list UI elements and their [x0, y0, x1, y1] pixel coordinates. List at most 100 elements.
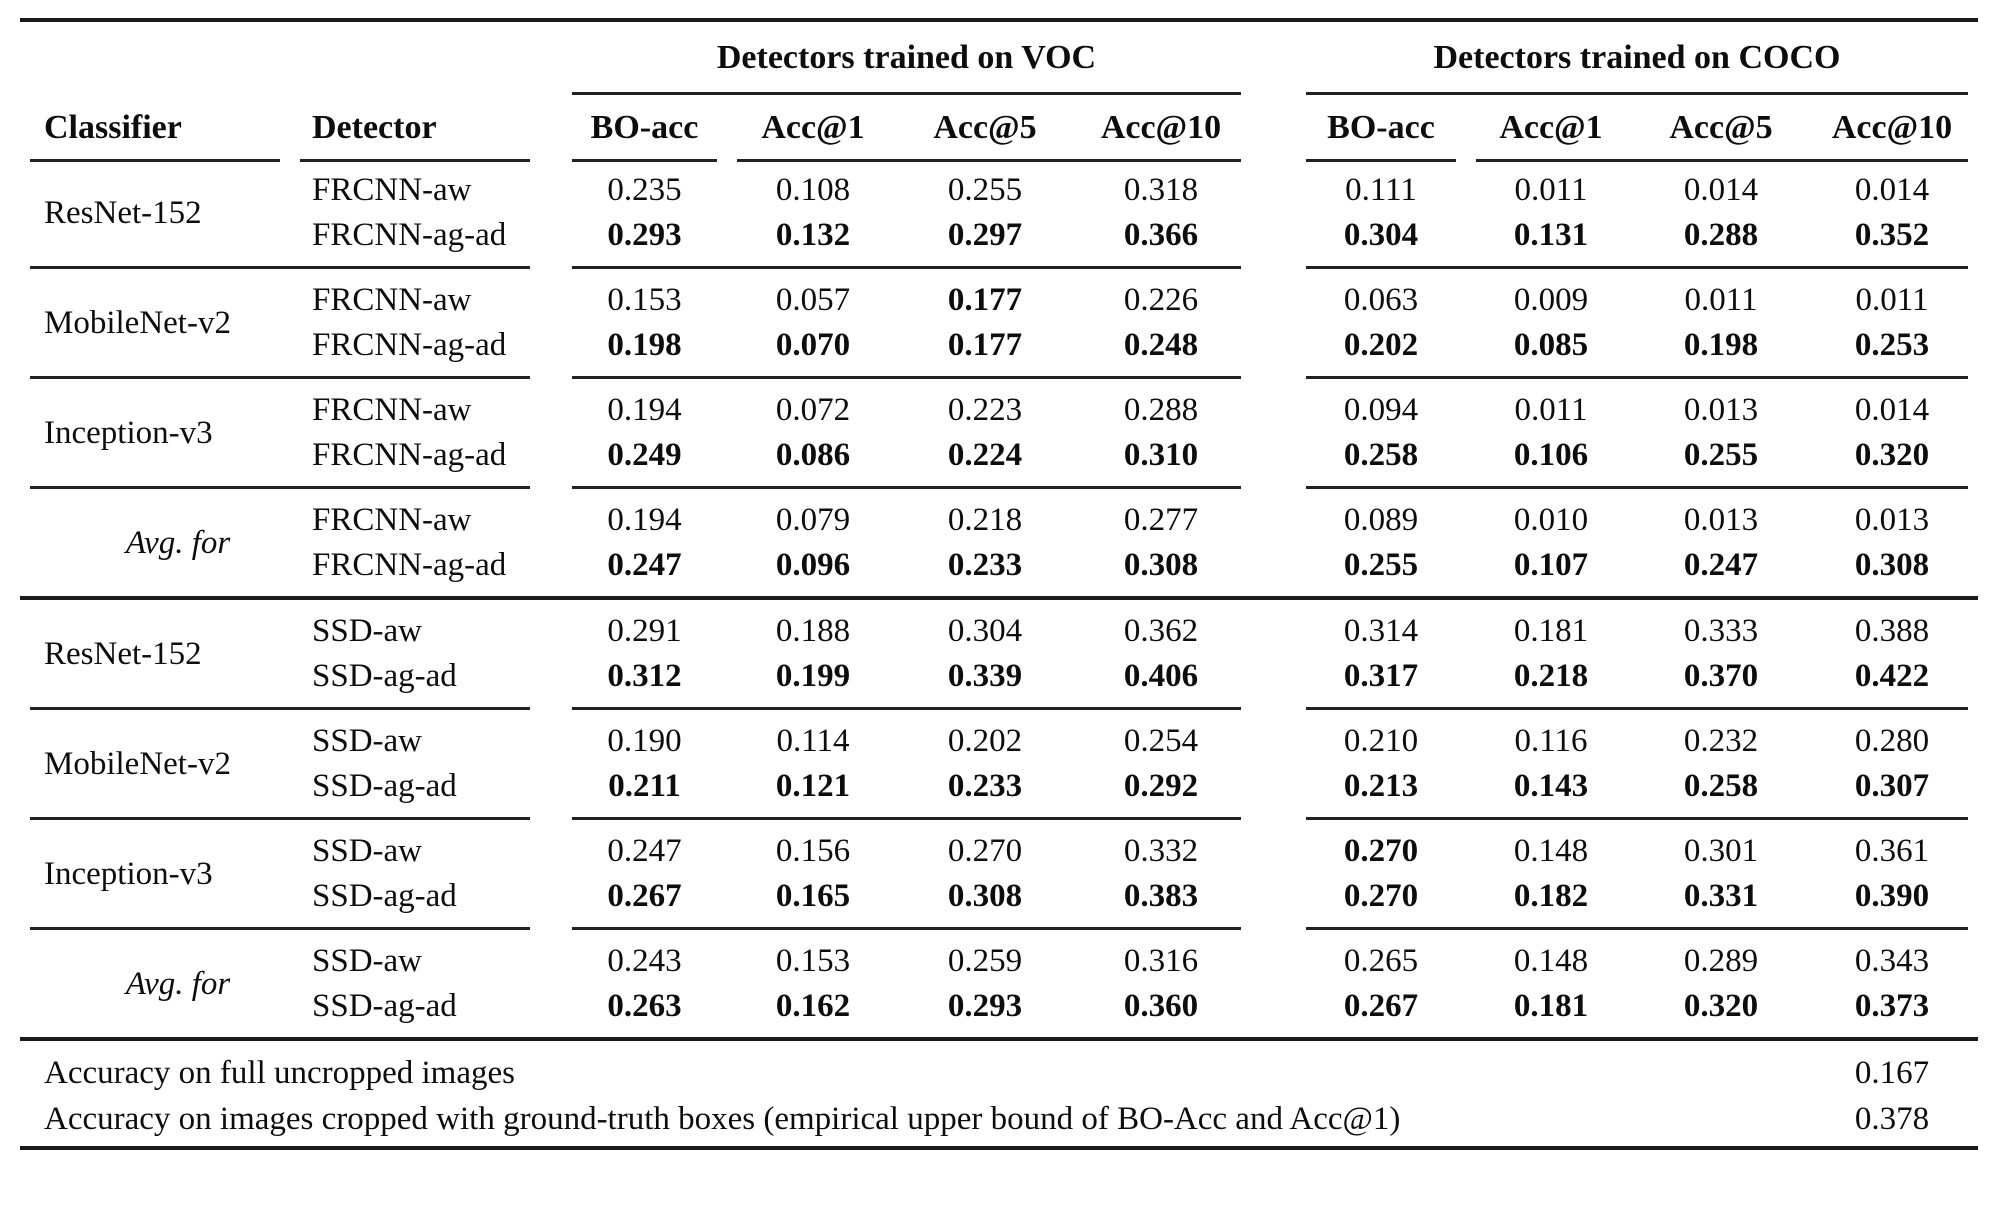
metric-cell: 0.255 [1343, 547, 1419, 583]
metric-cell: 0.107 [1513, 547, 1589, 583]
rule [572, 817, 1241, 820]
metric-cell: 0.249 [607, 437, 682, 473]
footer-value: 0.167 [1854, 1055, 1930, 1091]
detector-cell: SSD-aw [312, 833, 423, 869]
voc-group-header: Detectors trained on VOC [716, 39, 1097, 76]
metric-cell: 0.258 [1683, 768, 1759, 804]
spacer [1251, 984, 1296, 1029]
spacer [1251, 543, 1296, 588]
metric-cell: 0.181 [1513, 613, 1589, 649]
metric-cell: 0.388 [1854, 613, 1930, 649]
detector-cell: FRCNN-aw [312, 502, 472, 538]
spacer [1251, 278, 1296, 323]
metric-cell: 0.308 [1123, 547, 1199, 583]
detector-cell: SSD-aw [312, 613, 423, 649]
metric-cell: 0.270 [1343, 878, 1419, 914]
rule [300, 159, 530, 162]
spacer [540, 213, 562, 258]
spacer [1251, 433, 1296, 478]
pre-footer-rule-row [20, 1029, 1978, 1050]
metric-cell: 0.293 [947, 988, 1023, 1024]
metric-cell: 0.247 [1683, 547, 1759, 583]
bottom-rule-row [20, 1142, 1978, 1156]
rule [20, 18, 1978, 22]
metric-cell: 0.352 [1854, 217, 1930, 253]
table-row: ResNet-152 SSD-aw 0.291 0.188 0.304 0.36… [20, 609, 1978, 672]
spacer [540, 874, 562, 919]
metric-cell: 0.339 [947, 658, 1023, 694]
rule [1306, 927, 1968, 930]
metric-cell: 0.361 [1854, 833, 1930, 869]
rule [572, 927, 1241, 930]
metric-cell: 0.289 [1683, 943, 1759, 979]
metric-cell: 0.210 [1343, 723, 1419, 759]
spacer [1251, 829, 1296, 874]
spacer [1251, 609, 1296, 654]
table-row: MobileNet-v2 SSD-aw 0.190 0.114 0.202 0.… [20, 719, 1978, 782]
metric-cell: 0.131 [1513, 217, 1589, 253]
spacer [540, 28, 562, 88]
detector-cell: SSD-aw [312, 943, 423, 979]
rule [30, 376, 530, 379]
spacer [1251, 28, 1296, 88]
footer-value: 0.378 [1854, 1101, 1930, 1137]
classifier-cell: Inception-v3 [44, 855, 213, 892]
metric-cell: 0.177 [947, 282, 1023, 318]
metric-cell: 0.422 [1854, 658, 1930, 694]
metric-cell: 0.094 [1343, 392, 1419, 428]
metric-cell: 0.224 [947, 437, 1023, 473]
results-table: Detectors trained on VOC Detectors train… [20, 14, 1978, 1156]
detector-cell: SSD-ag-ad [312, 878, 457, 914]
spacer [1251, 654, 1296, 699]
metric-cell: 0.362 [1123, 613, 1199, 649]
metric-cell: 0.243 [607, 943, 682, 979]
coco-acc5-header: Acc@5 [1669, 109, 1773, 146]
metric-cell: 0.086 [775, 437, 851, 473]
detector-header: Detector [312, 109, 437, 146]
spacer [1251, 213, 1296, 258]
metric-cell: 0.304 [947, 613, 1023, 649]
metric-cell: 0.198 [607, 327, 682, 363]
group-header-rule-row [20, 88, 1978, 101]
metric-cell: 0.218 [947, 502, 1023, 538]
rule [30, 927, 530, 930]
spacer [540, 609, 562, 654]
spacer [540, 323, 562, 368]
rule [1306, 817, 1968, 820]
metric-cell: 0.307 [1854, 768, 1930, 804]
table-row: SSD-ag-ad 0.263 0.162 0.293 0.360 0.267 … [20, 984, 1978, 1029]
rule [30, 266, 530, 269]
rule [737, 159, 1241, 162]
detector-cell: SSD-ag-ad [312, 988, 457, 1024]
metric-cell: 0.280 [1854, 723, 1930, 759]
column-header-row: Classifier Detector BO-acc Acc@1 Acc@5 A… [20, 101, 1978, 155]
metric-cell: 0.181 [1513, 988, 1589, 1024]
metric-cell: 0.277 [1123, 502, 1199, 538]
metric-cell: 0.314 [1343, 613, 1419, 649]
metric-cell: 0.247 [607, 547, 682, 583]
rule [1306, 92, 1968, 95]
group-separator [20, 699, 1978, 719]
rule [1306, 159, 1456, 162]
metric-cell: 0.121 [775, 768, 851, 804]
group-separator [20, 368, 1978, 388]
metric-cell: 0.011 [1514, 392, 1588, 428]
group-separator [20, 809, 1978, 829]
rule [1306, 376, 1968, 379]
metric-cell: 0.312 [607, 658, 682, 694]
rule [20, 1146, 1978, 1150]
spacer [540, 719, 562, 764]
rule [1306, 707, 1968, 710]
footer-row: Accuracy on full uncropped images 0.167 [20, 1050, 1978, 1096]
spacer [540, 984, 562, 1029]
metric-cell: 0.014 [1683, 172, 1759, 208]
metric-cell: 0.143 [1513, 768, 1589, 804]
metric-cell: 0.011 [1684, 282, 1758, 318]
metric-cell: 0.235 [607, 172, 682, 208]
metric-cell: 0.270 [1343, 833, 1419, 869]
spacer [540, 278, 562, 323]
table-row: ResNet-152 FRCNN-aw 0.235 0.108 0.255 0.… [20, 168, 1978, 231]
metric-cell: 0.063 [1343, 282, 1419, 318]
coco-group-header: Detectors trained on COCO [1433, 39, 1841, 76]
metric-cell: 0.383 [1123, 878, 1199, 914]
